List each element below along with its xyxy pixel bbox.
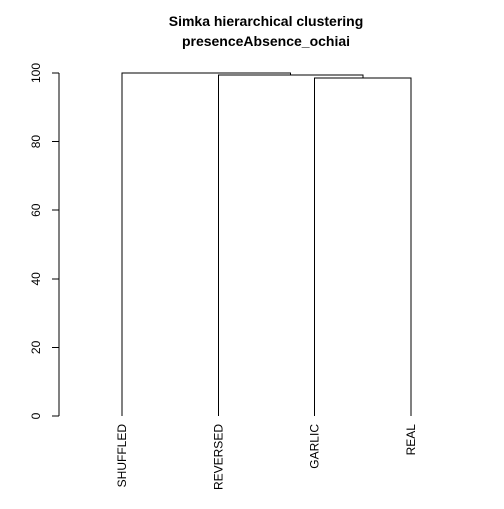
chart-subtitle: presenceAbsence_ochiai [182, 33, 350, 49]
leaf-label-real: REAL [404, 424, 418, 456]
chart-title: Simka hierarchical clustering [169, 13, 364, 29]
dendrogram-merge-reversed [217, 74, 364, 416]
dendrogram-branches [121, 72, 412, 416]
leaf-labels: SHUFFLED REVERSED GARLIC REAL [115, 424, 418, 490]
leaf-label-reversed: REVERSED [211, 424, 225, 490]
y-tick-label: 80 [29, 135, 43, 149]
y-tick-label: 60 [29, 203, 43, 217]
leaf-label-shuffled: SHUFFLED [115, 424, 129, 488]
y-tick-label: 0 [29, 412, 43, 419]
y-axis: 0 20 40 60 80 100 [29, 63, 60, 419]
y-tick-label: 20 [29, 340, 43, 354]
dendrogram-merge-shuffled [121, 72, 292, 416]
leaf-label-garlic: GARLIC [308, 424, 322, 469]
y-tick-label: 40 [29, 272, 43, 286]
dendrogram-merge-garlic [314, 77, 412, 416]
y-tick-label: 100 [29, 63, 43, 83]
